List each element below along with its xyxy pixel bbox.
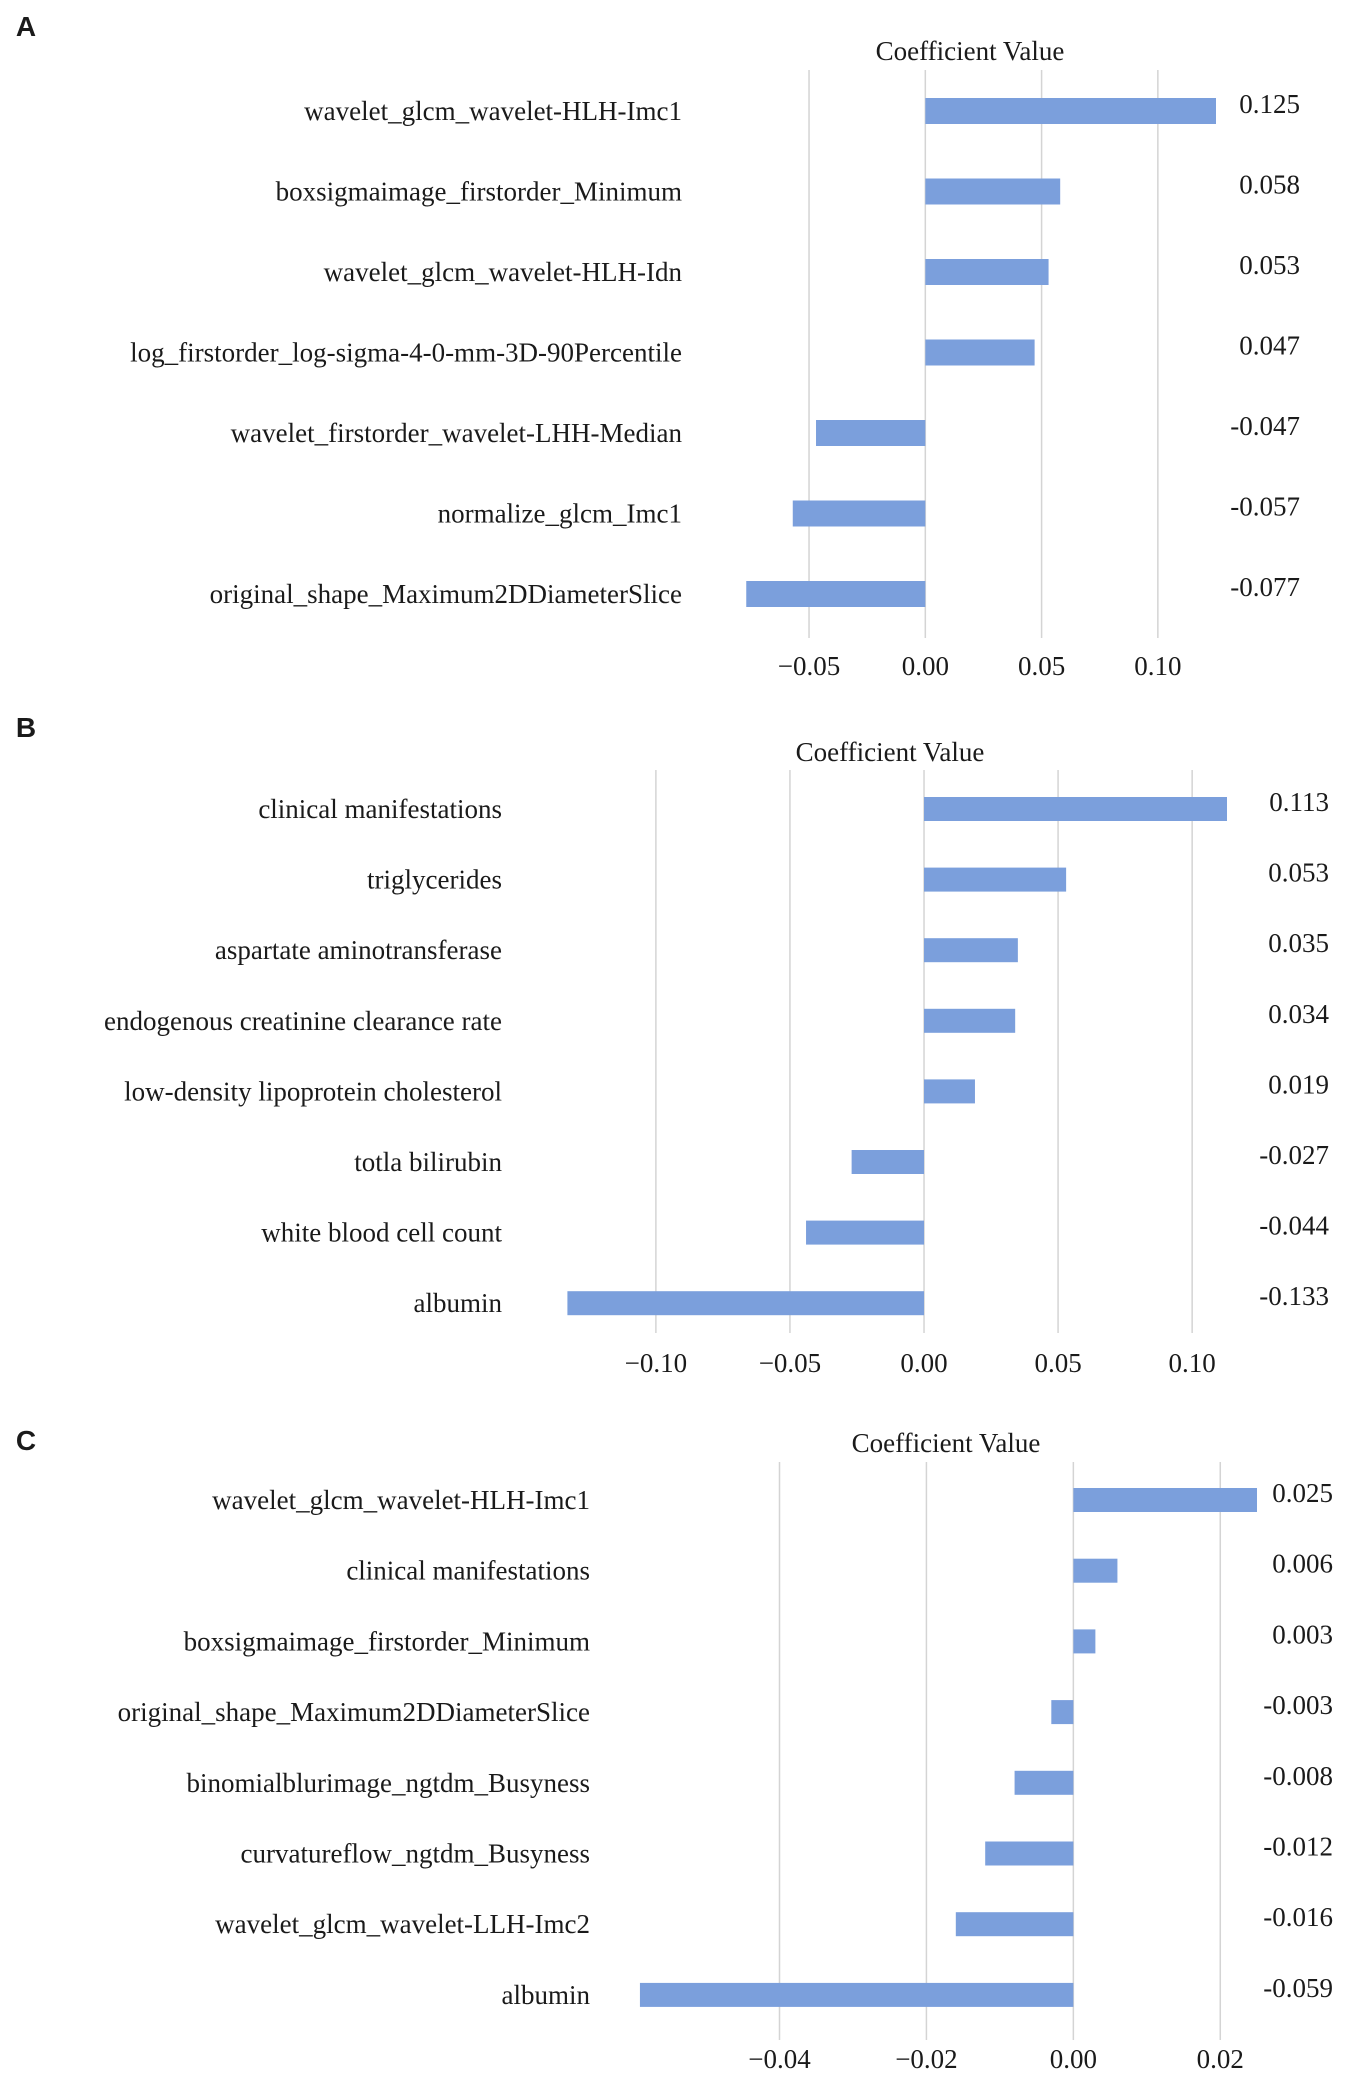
bar-c [1073,1488,1257,1512]
panel-label-c: C [16,1425,36,1456]
value-label-b: 0.053 [1268,858,1329,888]
value-label-b: 0.034 [1268,999,1329,1029]
bar-b [924,867,1067,892]
value-label-a: 0.058 [1239,170,1300,200]
value-label-a: -0.047 [1230,411,1300,441]
category-label-a: wavelet_glcm_wavelet-HLH-Imc1 [304,96,682,126]
x-tick-label-b: −0.05 [759,1348,821,1378]
bar-b [851,1150,925,1174]
category-label-c: albumin [502,1980,591,2010]
bar-b [806,1220,925,1245]
bar-c [639,1982,1074,2007]
value-label-a: 0.053 [1239,250,1300,280]
value-label-c: -0.016 [1263,1902,1333,1932]
category-label-b: white blood cell count [261,1218,502,1248]
bar-b [567,1291,925,1316]
bar-c [955,1912,1074,1937]
value-label-a: 0.125 [1239,89,1300,119]
category-label-a: normalize_glcm_Imc1 [438,499,682,529]
value-label-a: -0.077 [1230,572,1300,602]
category-label-a: boxsigmaimage_firstorder_Minimum [276,177,682,207]
panel-b: B Coefficient Value −0.10 −0.05 0.00 0.05 0.10… [16,712,1330,1378]
category-label-c: curvatureflow_ngtdm_Busyness [241,1839,590,1869]
category-label-a: wavelet_glcm_wavelet-HLH-Idn [324,257,683,287]
value-label-c: 0.025 [1272,1478,1333,1508]
category-label-c: boxsigmaimage_firstorder_Minimum [184,1626,590,1656]
bar-c [1014,1770,1074,1795]
bar-c [985,1841,1074,1866]
category-label-c: wavelet_glcm_wavelet-HLH-Imc1 [212,1485,590,1515]
bar-a [746,581,926,607]
category-label-b: aspartate aminotransferase [215,935,502,965]
value-label-c: -0.008 [1263,1761,1333,1791]
value-label-b: -0.133 [1259,1281,1329,1311]
x-tick-label-c: −0.04 [748,2044,811,2074]
category-label-b: low-density lipoprotein cholesterol [124,1076,502,1106]
bar-b [924,1079,975,1104]
x-tick-label-c: 0.00 [1050,2044,1097,2074]
panel-label-b: B [16,712,36,743]
category-label-c: clinical manifestations [346,1556,590,1586]
category-label-c: original_shape_Maximum2DDiameterSlice [118,1697,590,1727]
x-tick-label-b: 0.00 [900,1348,947,1378]
bar-b [924,1008,1016,1033]
value-label-b: 0.113 [1269,787,1329,817]
bar-a [816,420,926,446]
x-tick-label-a: 0.05 [1018,651,1065,681]
panel-label-a: A [16,11,36,42]
bar-b [924,797,1227,821]
value-label-c: 0.003 [1272,1619,1333,1649]
value-label-b: -0.027 [1259,1140,1329,1170]
category-label-a: wavelet_firstorder_wavelet-LHH-Median [231,418,683,448]
value-label-c: -0.059 [1263,1973,1333,2003]
x-tick-label-b: 0.05 [1034,1348,1081,1378]
x-tick-label-a: −0.05 [778,651,840,681]
bar-c [1073,1558,1118,1583]
bar-a [925,98,1216,124]
x-tick-label-b: −0.10 [625,1348,687,1378]
x-tick-label-a: 0.10 [1134,651,1181,681]
bar-a [925,178,1061,205]
x-tick-label-c: −0.02 [895,2044,957,2074]
category-label-a: log_firstorder_log-sigma-4-0-mm-3D-90Per… [130,338,682,368]
panel-c: C Coefficient Value −0.04 −0.02 0.00 0.02 wave… [16,1425,1333,2074]
panel-a: A Coefficient Value −0.05 0.00 0.05 0.10 wavel… [16,11,1300,681]
value-label-c: 0.006 [1272,1549,1333,1579]
axis-title-b: Coefficient Value [796,737,985,767]
value-label-c: -0.012 [1263,1832,1333,1862]
value-label-b: 0.019 [1268,1069,1329,1099]
category-label-b: totla bilirubin [354,1147,502,1177]
category-label-b: clinical manifestations [258,794,502,824]
bar-a [925,259,1049,285]
bar-b [924,938,1018,963]
axis-title-a: Coefficient Value [876,36,1065,66]
value-label-a: 0.047 [1239,331,1300,361]
bar-c [1051,1700,1074,1725]
category-label-c: binomialblurimage_ngtdm_Busyness [187,1768,590,1798]
x-tick-label-b: 0.10 [1169,1348,1216,1378]
value-label-b: -0.044 [1259,1211,1329,1241]
x-tick-label-a: 0.00 [902,651,949,681]
category-label-b: endogenous creatinine clearance rate [104,1006,502,1036]
category-label-c: wavelet_glcm_wavelet-LLH-Imc2 [215,1909,590,1939]
category-label-b: triglycerides [367,865,502,895]
axis-title-c: Coefficient Value [852,1428,1041,1458]
bar-a [925,339,1035,366]
x-tick-label-c: 0.02 [1197,2044,1244,2074]
value-label-c: -0.003 [1263,1690,1333,1720]
bar-c [1073,1629,1096,1654]
bar-a [792,500,926,527]
value-label-b: 0.035 [1268,928,1329,958]
category-label-a: original_shape_Maximum2DDiameterSlice [210,579,682,609]
value-label-a: -0.057 [1230,492,1300,522]
category-label-b: albumin [414,1288,503,1318]
